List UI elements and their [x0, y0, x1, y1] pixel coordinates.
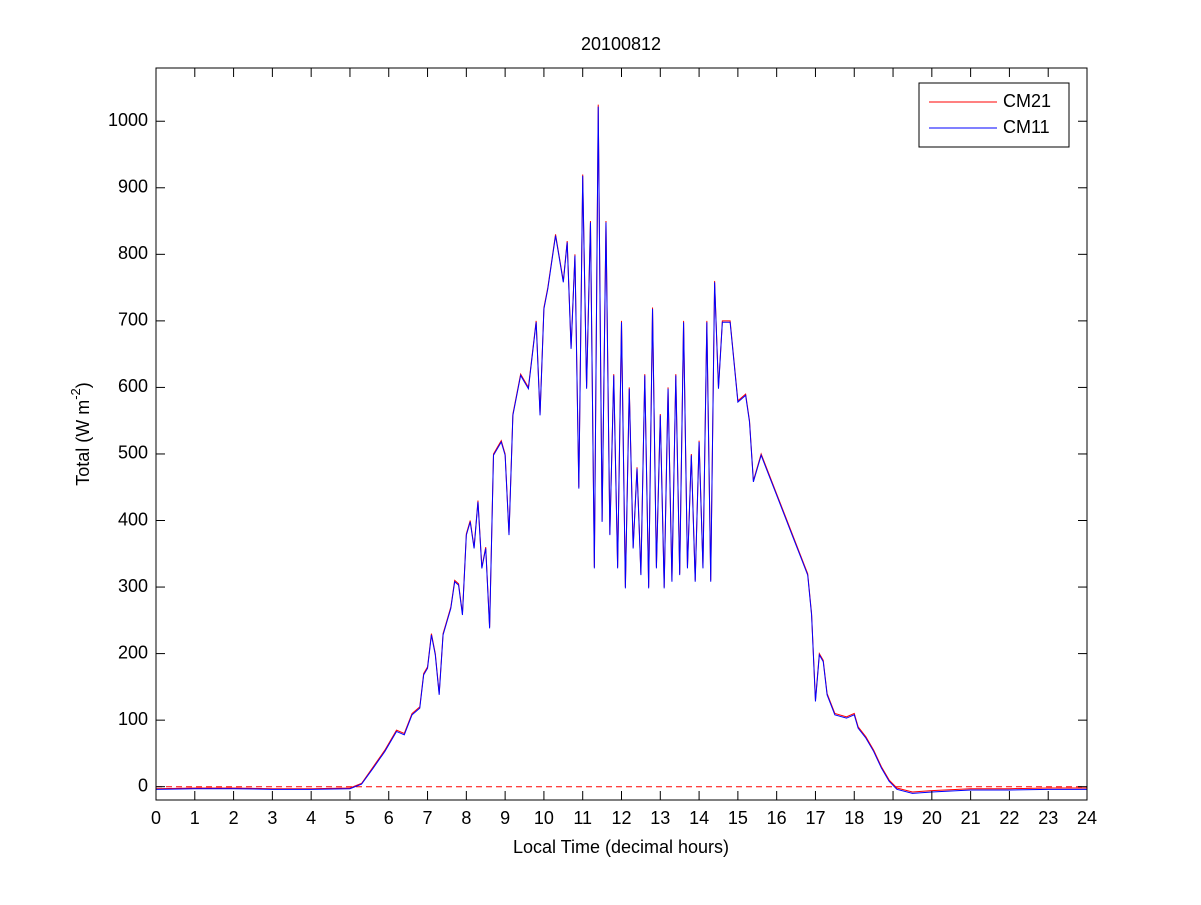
legend-label: CM21 — [1003, 91, 1051, 111]
x-tick-label: 0 — [151, 808, 161, 828]
x-tick-label: 7 — [423, 808, 433, 828]
y-label-superscript: -2 — [68, 388, 83, 400]
y-tick-label: 100 — [118, 709, 148, 729]
x-tick-label: 16 — [767, 808, 787, 828]
x-tick-label: 2 — [229, 808, 239, 828]
data-line — [155, 106, 1087, 794]
x-tick-label: 10 — [534, 808, 554, 828]
y-tick-label: 300 — [118, 576, 148, 596]
x-tick-label: 13 — [650, 808, 670, 828]
x-tick-label: 1 — [190, 808, 200, 828]
x-tick-label: 3 — [267, 808, 277, 828]
x-tick-label: 17 — [805, 808, 825, 828]
y-tick-label: 600 — [118, 376, 148, 396]
y-tick-label: 0 — [138, 775, 148, 795]
x-tick-label: 8 — [461, 808, 471, 828]
y-label-text: ) — [73, 382, 93, 388]
y-tick-label: 200 — [118, 642, 148, 662]
y-label-text: Total (W m — [73, 400, 93, 486]
x-tick-label: 15 — [728, 808, 748, 828]
y-tick-label: 1000 — [108, 110, 148, 130]
y-tick-label: 800 — [118, 243, 148, 263]
x-tick-label: 22 — [999, 808, 1019, 828]
legend: CM21 CM11 — [918, 82, 1070, 148]
legend-label: CM11 — [1003, 117, 1050, 137]
legend-box — [918, 82, 1070, 148]
x-tick-label: 24 — [1077, 808, 1097, 828]
x-tick-label: 20 — [922, 808, 942, 828]
x-tick-label: 6 — [384, 808, 394, 828]
y-tick-label: 500 — [118, 443, 148, 463]
y-tick-label: 900 — [118, 177, 148, 197]
y-tick-label: 700 — [118, 310, 148, 330]
plot-area — [156, 68, 1087, 800]
x-tick-label: 23 — [1038, 808, 1058, 828]
x-tick-label: 9 — [500, 808, 510, 828]
x-tick-label: 14 — [689, 808, 709, 828]
y-axis-label: Total (W m-2) — [68, 382, 92, 486]
chart-title: 20100812 — [581, 34, 661, 54]
x-tick-label: 19 — [883, 808, 903, 828]
x-tick-label: 18 — [844, 808, 864, 828]
x-tick-label: 12 — [611, 808, 631, 828]
x-tick-label: 11 — [573, 808, 592, 828]
x-tick-label: 21 — [961, 808, 981, 828]
x-tick-label: 5 — [345, 808, 355, 828]
y-tick-label: 400 — [118, 509, 148, 529]
x-tick-label: 4 — [306, 808, 316, 828]
x-axis-label: Local Time (decimal hours) — [513, 837, 729, 857]
